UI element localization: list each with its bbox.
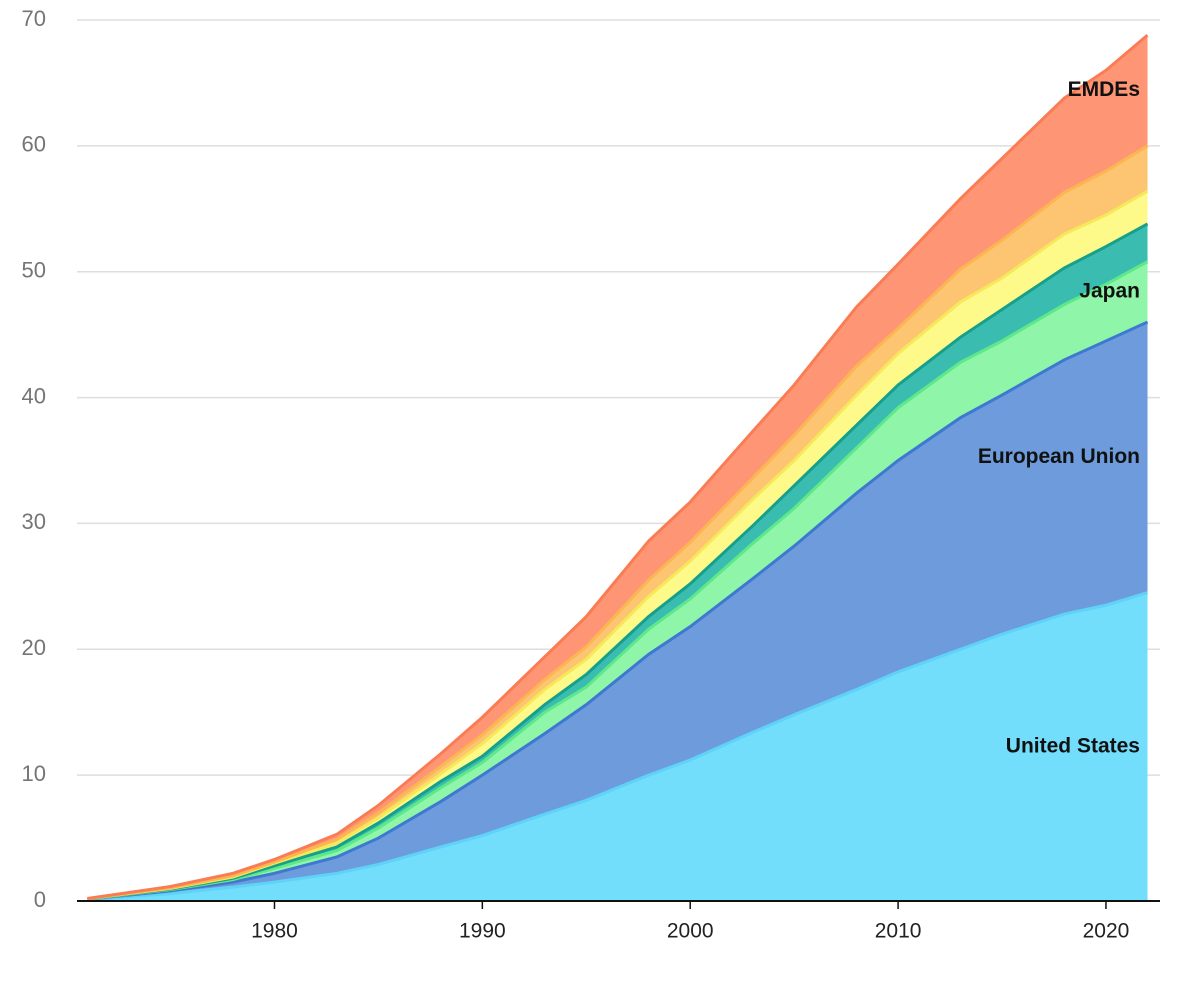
y-tick-label: 50 (22, 258, 46, 283)
series-line (87, 144, 1149, 901)
y-tick-label: 10 (22, 761, 46, 786)
y-tick-label: 20 (22, 635, 46, 660)
y-tick-label: 70 (22, 6, 46, 31)
x-tick-label: 2010 (875, 920, 922, 943)
series-label: European Union (978, 445, 1140, 468)
series-line (87, 591, 1148, 902)
series-line (87, 260, 1149, 901)
area-fill (87, 145, 1148, 899)
area-fill (87, 592, 1148, 901)
y-tick-label: 60 (22, 132, 46, 157)
x-tick-label: 2000 (667, 920, 714, 943)
x-tick-label: 1980 (251, 920, 298, 943)
series-line (87, 33, 1149, 900)
series-line (87, 222, 1149, 901)
series-line (87, 320, 1149, 901)
area-fill (87, 191, 1148, 899)
area-fill (87, 261, 1148, 900)
series-label: EMDEs (1068, 78, 1140, 101)
series-label: United States (1006, 734, 1140, 757)
area-fill (87, 223, 1148, 899)
x-tick-label: 2020 (1083, 920, 1130, 943)
series-label: Japan (1079, 279, 1140, 302)
y-tick-label: 30 (22, 509, 46, 534)
x-tick-label: 1990 (459, 920, 506, 943)
series-line (87, 189, 1149, 901)
area-fill (87, 322, 1148, 900)
y-tick-label: 40 (22, 383, 46, 408)
y-tick-label: 0 (34, 887, 46, 912)
